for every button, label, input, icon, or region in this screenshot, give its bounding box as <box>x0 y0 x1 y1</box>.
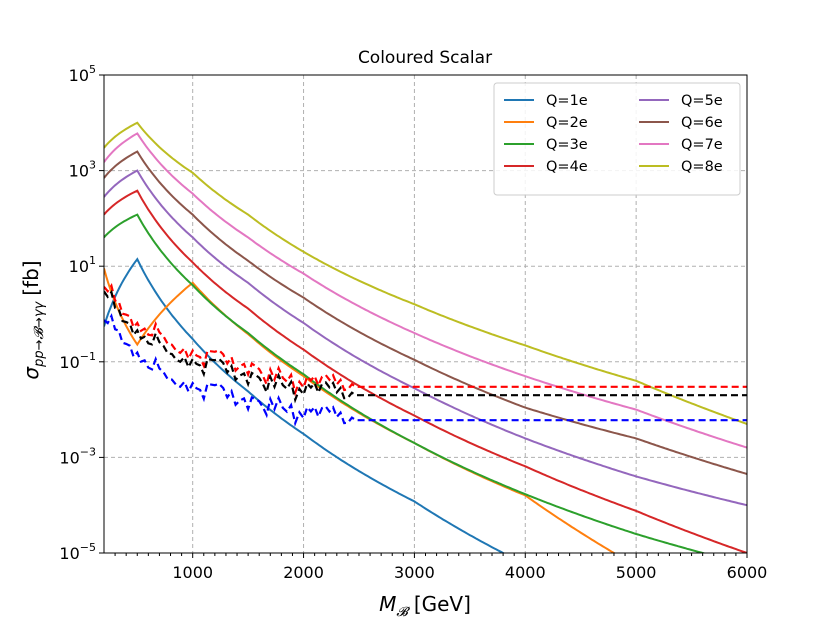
y-tick-label: 101 <box>69 254 96 276</box>
limit-curve <box>104 283 747 397</box>
x-tick-label: 3000 <box>394 563 435 582</box>
y-axis-unit: [fb] <box>19 260 43 295</box>
x-tick-label: 6000 <box>727 563 768 582</box>
x-tick-label: 2000 <box>283 563 324 582</box>
y-axis-label: σpp→𝓑→γγ [fb] <box>19 260 47 379</box>
legend-label: Q=6e <box>681 115 723 131</box>
series-line-Q=5e <box>104 169 747 507</box>
x-tick-label: 4000 <box>505 563 546 582</box>
y-tick-label: 103 <box>69 159 96 181</box>
legend-label: Q=2e <box>546 115 588 131</box>
series-layer <box>104 121 747 553</box>
legend-label: Q=3e <box>546 137 588 153</box>
legend-box <box>493 82 741 196</box>
series-line-Q=7e <box>104 132 747 449</box>
y-axis-subscript: pp→𝓑→γγ <box>32 300 47 367</box>
legend-label: Q=1e <box>546 93 588 109</box>
y-tick-label: 10−5 <box>59 541 96 563</box>
legend-label: Q=7e <box>681 137 723 153</box>
series-line-Q=3e <box>104 213 707 553</box>
legend-label: Q=4e <box>546 159 588 175</box>
y-tick-label: 105 <box>69 63 96 85</box>
x-axis-ticks: 1000 2000 3000 4000 5000 6000 <box>114 553 768 582</box>
limit-curve <box>104 313 747 427</box>
x-tick-label: 1000 <box>172 563 213 582</box>
y-tick-label: 10−1 <box>59 350 96 372</box>
legend-label: Q=8e <box>681 159 723 175</box>
x-axis-unit: [GeV] <box>414 592 471 616</box>
chart-title: Coloured Scalar <box>358 48 492 68</box>
limit-curve <box>104 289 747 404</box>
x-axis-subscript: 𝓑 <box>396 605 410 620</box>
legend-label: Q=5e <box>681 93 723 109</box>
x-axis-symbol: M <box>379 592 396 616</box>
x-axis-label: M𝓑 [GeV] <box>379 592 471 620</box>
y-axis-ticks: 105 103 101 10−1 10−3 10−5 <box>59 63 104 563</box>
y-axis-symbol: σ <box>19 366 43 380</box>
series-line-Q=6e <box>104 150 747 475</box>
x-tick-label: 5000 <box>616 563 657 582</box>
series-line-Q=8e <box>104 121 747 425</box>
y-tick-label: 10−3 <box>59 445 96 467</box>
legend: Q=1e Q=2e Q=3e Q=4e Q=5e Q=6e Q=7e Q=8e <box>493 82 741 196</box>
limit-curves <box>104 283 747 427</box>
series-line-Q=4e <box>104 189 747 553</box>
